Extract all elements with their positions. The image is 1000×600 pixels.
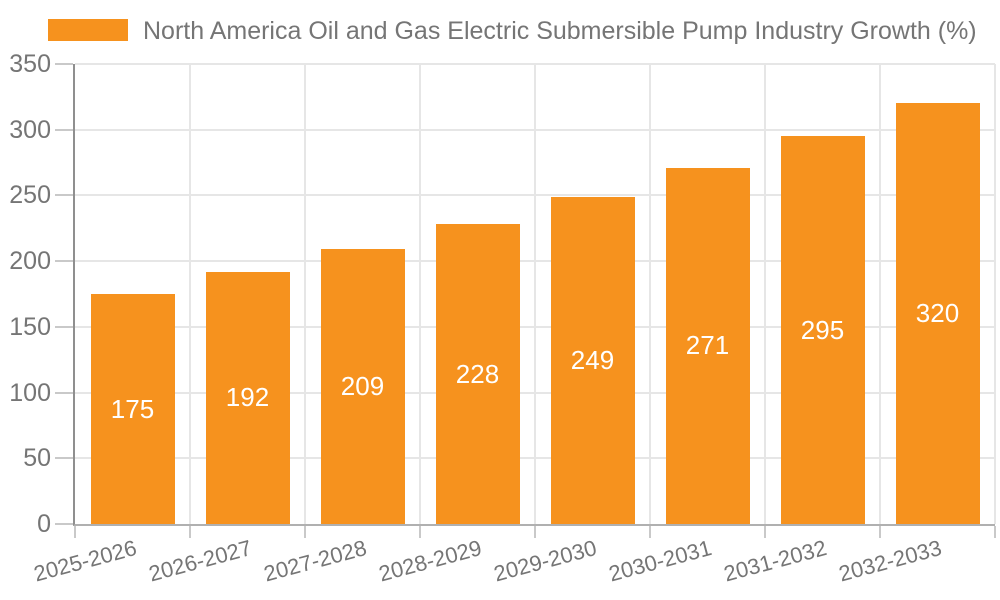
bar: 295 xyxy=(780,136,865,524)
bar: 175 xyxy=(90,294,175,524)
gridline-v xyxy=(879,64,881,524)
x-axis-tick xyxy=(994,526,996,538)
bar-value-label: 228 xyxy=(455,358,500,389)
x-axis-tick xyxy=(534,526,536,538)
bar-value-label: 320 xyxy=(915,298,960,329)
gridline-v xyxy=(764,64,766,524)
x-axis-tick xyxy=(764,526,766,538)
y-axis-tick xyxy=(55,325,73,328)
gridline-v xyxy=(649,64,651,524)
x-axis-tick xyxy=(419,526,421,538)
bar: 228 xyxy=(435,224,520,524)
x-axis-tick xyxy=(879,526,881,538)
y-axis-tick xyxy=(55,457,73,460)
x-axis-tick xyxy=(189,526,191,538)
y-axis-tick xyxy=(55,260,73,263)
gridline-v xyxy=(419,64,421,524)
y-axis-label: 350 xyxy=(9,50,51,78)
bar-value-label: 271 xyxy=(685,330,730,361)
y-axis-tick xyxy=(55,523,73,525)
y-axis-tick xyxy=(55,63,73,65)
legend-swatch-icon xyxy=(48,19,128,41)
bar: 209 xyxy=(320,249,405,524)
bar: 192 xyxy=(205,271,290,524)
gridline-v xyxy=(534,64,536,524)
bar-value-label: 209 xyxy=(340,371,385,402)
y-axis-tick xyxy=(55,128,73,131)
plot-area: 0 50 100 150 200 250 300 350 175 192 209 228 249 271 2… xyxy=(9,50,996,586)
y-axis-label: 100 xyxy=(9,378,51,407)
y-axis-label: 300 xyxy=(9,115,51,144)
y-axis-label: 200 xyxy=(9,247,51,276)
bar: 249 xyxy=(550,196,635,524)
x-axis-tick xyxy=(74,526,76,538)
y-axis-label: 150 xyxy=(9,312,51,341)
bar: 271 xyxy=(665,167,750,524)
x-axis-tick xyxy=(304,526,306,538)
y-axis-label: 50 xyxy=(23,444,51,473)
gridline-v xyxy=(304,64,306,524)
bar: 320 xyxy=(895,103,980,524)
y-axis-label: 0 xyxy=(37,510,51,538)
bar-value-label: 295 xyxy=(800,314,845,345)
bar-value-label: 249 xyxy=(570,344,615,375)
y-axis-label: 250 xyxy=(9,181,51,210)
bar-value-label: 192 xyxy=(225,382,270,413)
bar-value-label: 175 xyxy=(110,393,155,424)
gridline-v xyxy=(994,64,996,524)
chart-title: North America Oil and Gas Electric Subme… xyxy=(143,17,977,45)
x-axis-tick xyxy=(649,526,651,538)
y-axis-tick xyxy=(55,391,73,394)
gridline-v xyxy=(189,64,191,524)
y-axis-tick xyxy=(55,194,73,197)
